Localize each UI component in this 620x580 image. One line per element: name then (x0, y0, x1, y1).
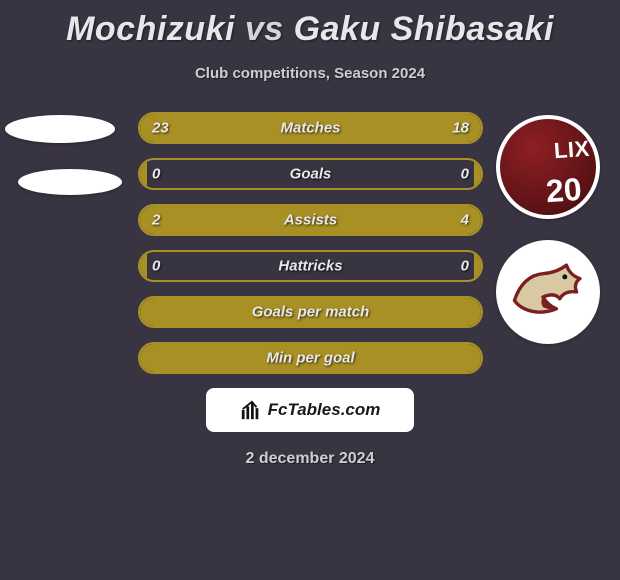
content-area: LIX 20 Matches2318Goals00Assists24Hattri… (0, 112, 620, 374)
date-text: 2 december 2024 (0, 450, 620, 468)
stat-bar-p1-fill (140, 252, 147, 280)
player1-avatar-placeholder-1 (5, 115, 115, 143)
stat-value-p1: 0 (152, 166, 160, 183)
stat-bar-p2-fill (311, 344, 482, 372)
stat-value-p2: 0 (461, 258, 469, 275)
player1-avatar-placeholder-2 (18, 169, 122, 195)
stat-bars: Matches2318Goals00Assists24Hattricks00Go… (138, 112, 483, 374)
stat-row: Goals0 0 (138, 158, 483, 190)
stat-bar-p2-fill (311, 298, 482, 326)
player1-name: Mochizuki (66, 10, 235, 48)
stat-label: Goals (140, 166, 481, 183)
jersey-number: 20 (545, 171, 583, 210)
stat-bar-p2-fill (253, 206, 481, 234)
player2-avatar: LIX 20 (496, 115, 600, 219)
subtitle: Club competitions, Season 2024 (0, 65, 620, 82)
coyote-icon (506, 250, 590, 334)
stat-bar-p2-fill (474, 252, 481, 280)
fctables-label: FcTables.com (268, 400, 381, 420)
jersey-text: LIX (553, 136, 590, 164)
comparison-title: Mochizuki vs Gaku Shibasaki (0, 0, 620, 49)
fctables-badge[interactable]: FcTables.com (206, 388, 414, 432)
stat-bar-p2-fill (331, 114, 481, 142)
stat-bar-p1-fill (140, 160, 147, 188)
fctables-icon (240, 399, 262, 421)
stat-row: Matches2318 (138, 112, 483, 144)
player2-name: Gaku Shibasaki (294, 10, 554, 48)
stat-bar-p2-fill (474, 160, 481, 188)
stat-row: Min per goal (138, 342, 483, 374)
stat-bar-p1-fill (140, 298, 311, 326)
stat-row: Assists24 (138, 204, 483, 236)
stat-value-p2: 0 (461, 166, 469, 183)
stat-row: Hattricks0 0 (138, 250, 483, 282)
stat-label: Hattricks (140, 258, 481, 275)
vs-text: vs (245, 10, 284, 48)
stat-bar-p1-fill (140, 344, 311, 372)
stat-value-p1: 0 (152, 258, 160, 275)
stat-bar-p1-fill (140, 206, 253, 234)
stat-bar-p1-fill (140, 114, 331, 142)
team-logo (496, 240, 600, 344)
stat-row: Goals per match (138, 296, 483, 328)
